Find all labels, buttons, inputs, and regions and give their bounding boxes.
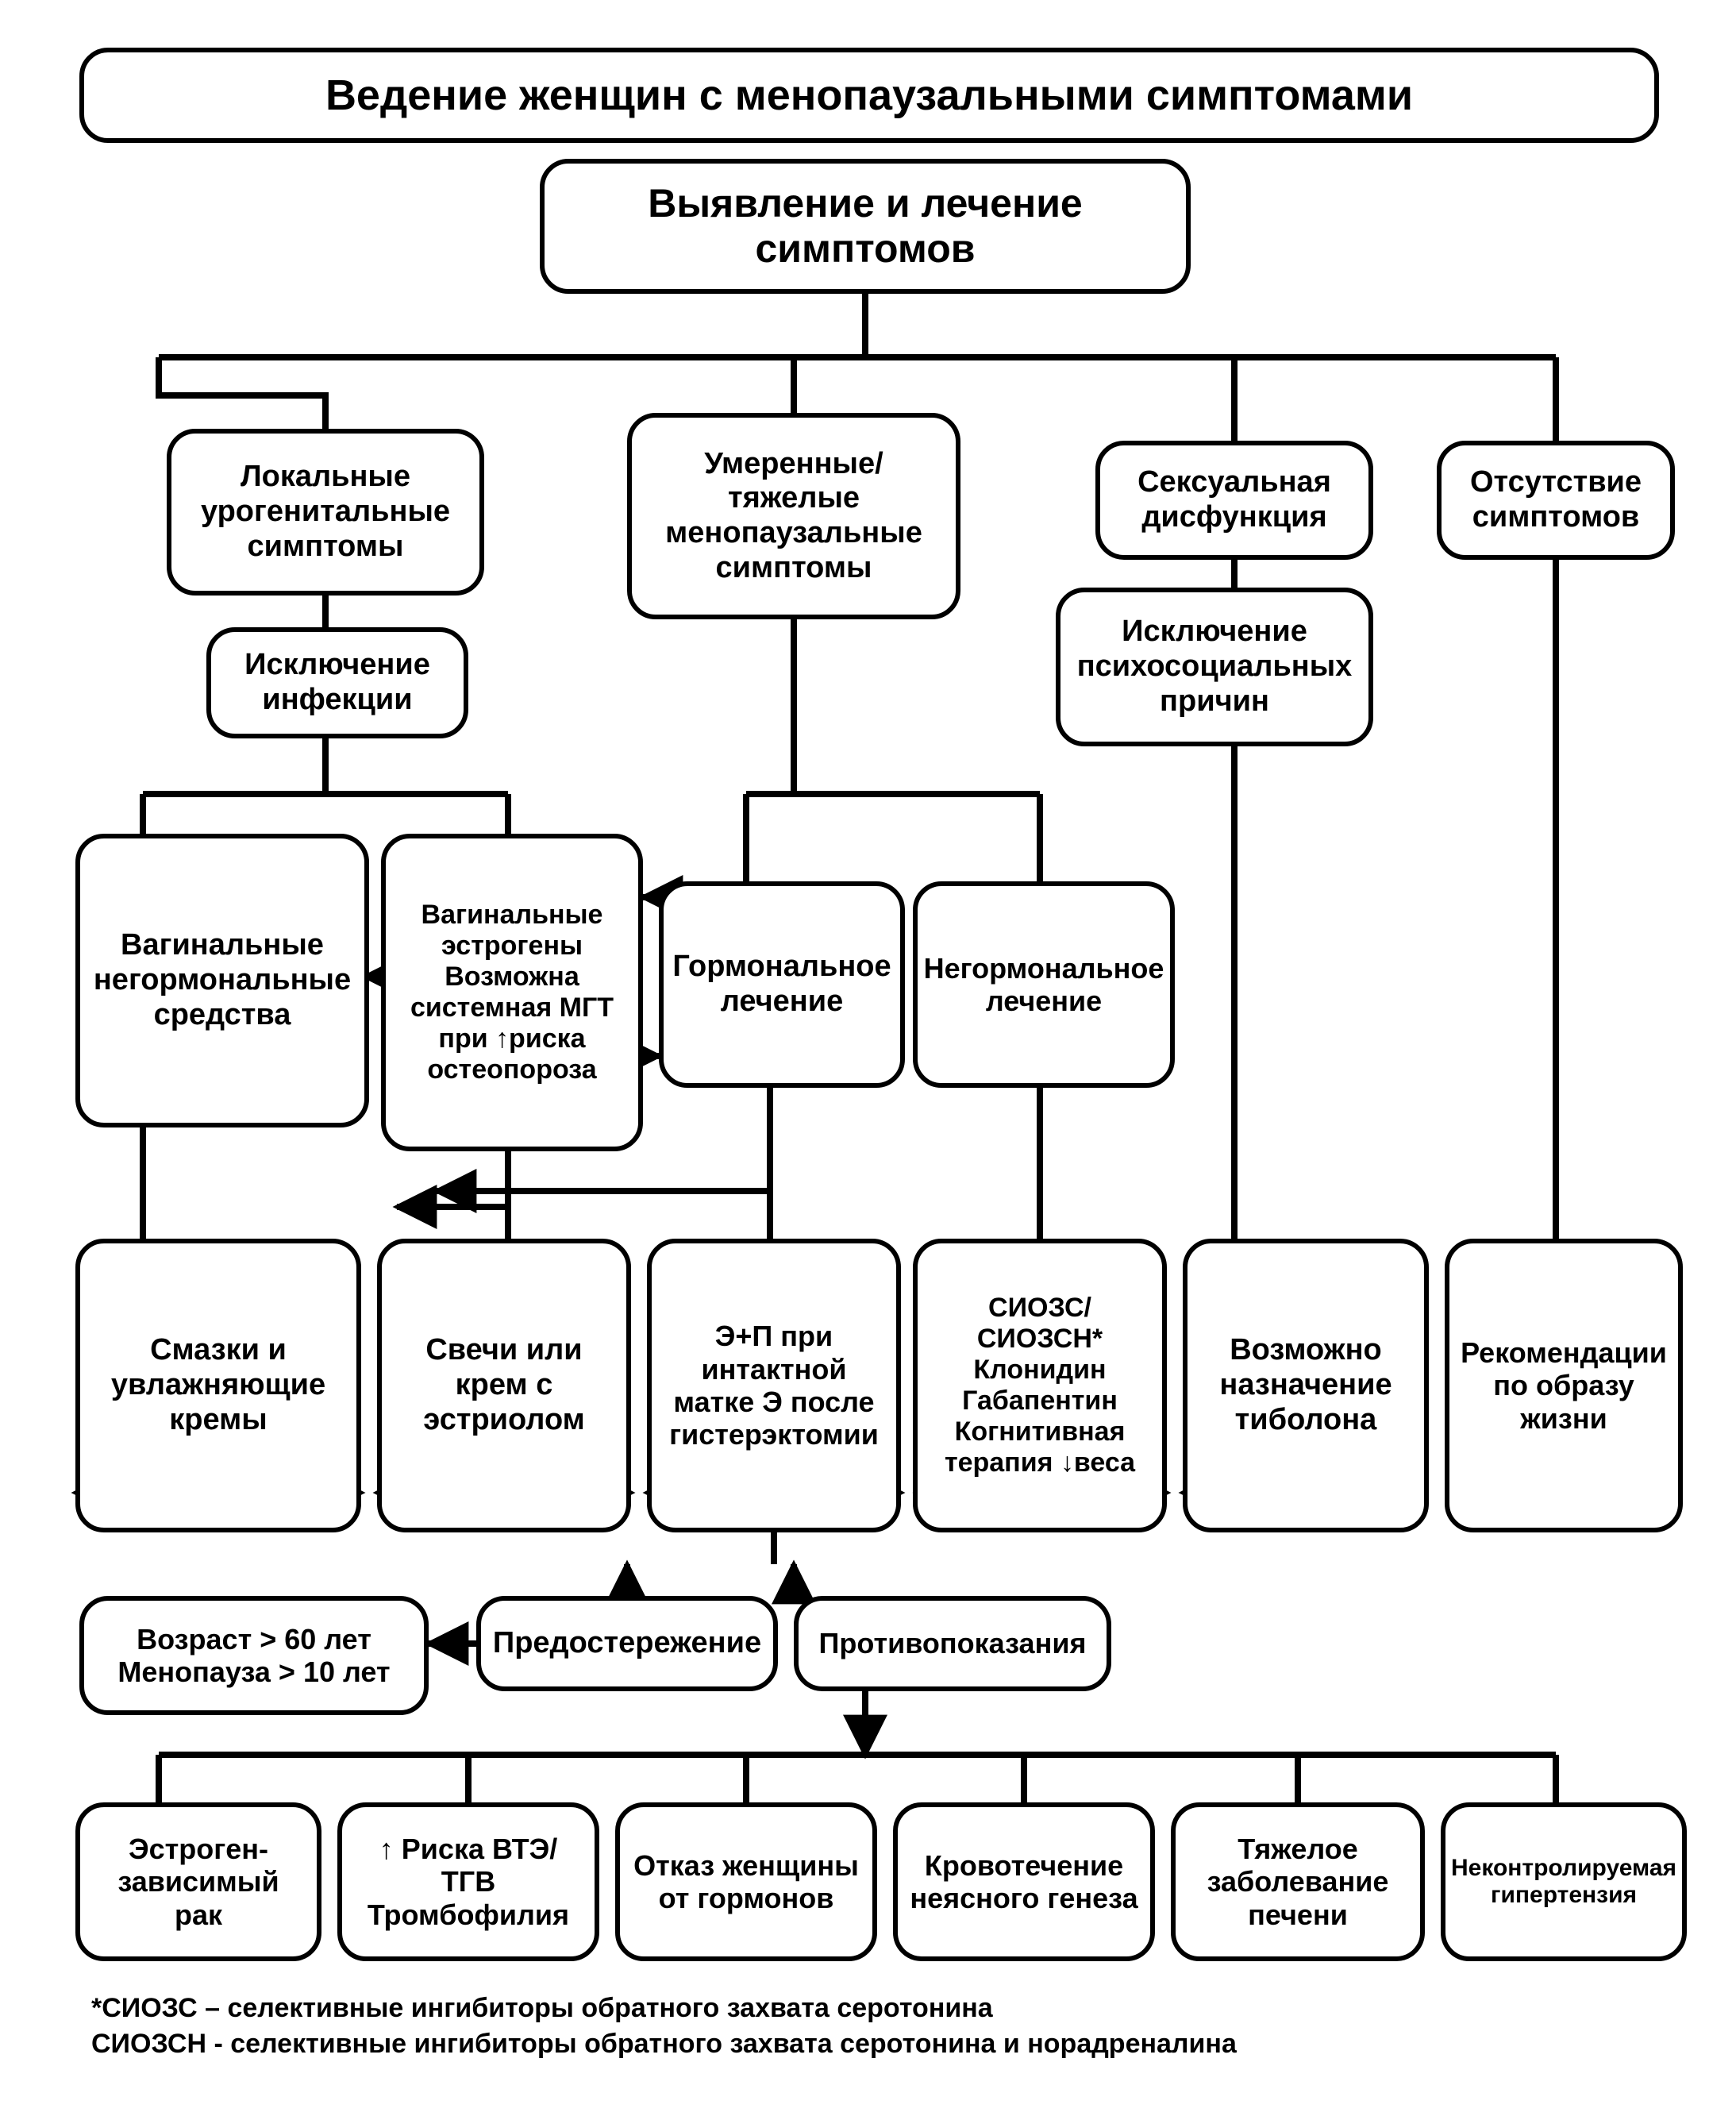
branch-urogenital: Локальные урогенитальные симптомы — [167, 429, 484, 596]
branch-sexual-dysfunction: Сексуальная дисфункция — [1095, 441, 1373, 560]
contra-estrogen-cancer: Эстроген- зависимый рак — [75, 1802, 321, 1961]
exclude-infection: Исключение инфекции — [206, 627, 468, 738]
contra-vte-risk: ↑ Риска ВТЭ/ТГВ Тромбофилия — [337, 1802, 599, 1961]
branch-moderate-severe: Умеренные/ тяжелые менопаузальные симпто… — [627, 413, 960, 619]
caution: Предостережение — [476, 1596, 778, 1691]
exclude-psychosocial: Исключение психосоциальных причин — [1056, 588, 1373, 746]
lubricants-creams: Смазки и увлажняющие кремы — [75, 1239, 361, 1532]
footnote-siozsn: СИОЗСН - селективные ингибиторы обратног… — [91, 2029, 1237, 2060]
branch-no-symptoms: Отсутствие симптомов — [1437, 441, 1675, 560]
contra-bleeding: Кровотечение неясного генеза — [893, 1802, 1155, 1961]
ssri-snri-etc: СИОЗС/ СИОЗСН* Клонидин Габапентин Когни… — [913, 1239, 1167, 1532]
vaginal-nonhormonal: Вагинальные негормональные средства — [75, 834, 369, 1127]
age-menopause: Возраст > 60 лет Менопауза > 10 лет — [79, 1596, 429, 1715]
lifestyle-recs: Рекомендации по образу жизни — [1445, 1239, 1683, 1532]
estrogen-progestin: Э+П при интактной матке Э после гистерэк… — [647, 1239, 901, 1532]
footnote-siozs: *СИОЗС – селективные ингибиторы обратног… — [91, 1993, 993, 2024]
suppositories-estriol: Свечи или крем с эстриолом — [377, 1239, 631, 1532]
contra-liver-disease: Тяжелое заболевание печени — [1171, 1802, 1425, 1961]
title-box: Ведение женщин с менопаузальными симптом… — [79, 48, 1659, 143]
vaginal-estrogens: Вагинальные эстрогены Возможна системная… — [381, 834, 643, 1151]
tibolone-option: Возможно назначение тиболона — [1183, 1239, 1429, 1532]
root-box: Выявление и лечение симптомов — [540, 159, 1191, 294]
contra-hormone-refusal: Отказ женщины от гормонов — [615, 1802, 877, 1961]
contra-hypertension: Неконтролируемая гипертензия — [1441, 1802, 1687, 1961]
contraindications: Противопоказания — [794, 1596, 1111, 1691]
hormonal-treatment: Гормональное лечение — [659, 881, 905, 1088]
flowchart-canvas: Ведение женщин с менопаузальными симптом… — [0, 0, 1736, 2120]
nonhormonal-treatment: Негормональное лечение — [913, 881, 1175, 1088]
